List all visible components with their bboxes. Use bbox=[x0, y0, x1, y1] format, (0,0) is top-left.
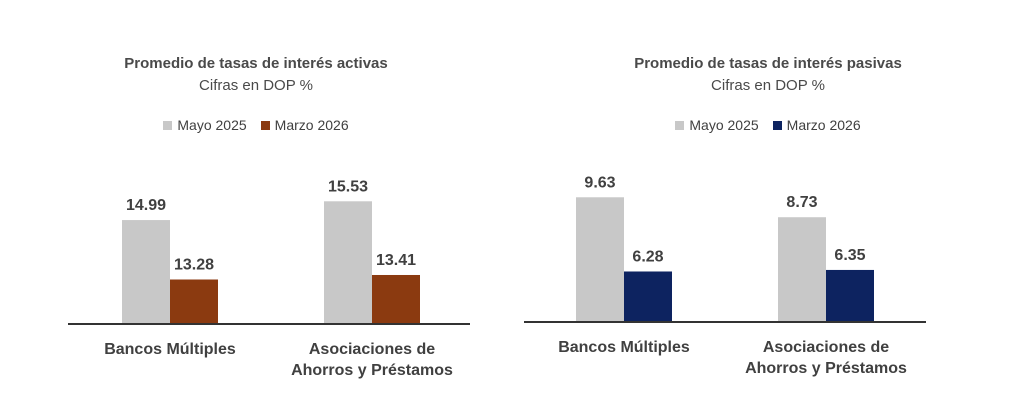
data-label: 13.41 bbox=[376, 252, 416, 269]
bar-marzo-0 bbox=[170, 279, 218, 324]
bar-marzo-1 bbox=[826, 269, 874, 322]
chart-title: Promedio de tasas de interés pasivas bbox=[634, 55, 902, 72]
bar-marzo-1 bbox=[372, 274, 420, 324]
bar-mayo-0 bbox=[122, 220, 170, 324]
data-label: 6.35 bbox=[834, 247, 865, 264]
bar-mayo-1 bbox=[324, 201, 372, 324]
chart-legend: Mayo 2025 Marzo 2026 bbox=[512, 117, 1024, 133]
category-label: Bancos Múltiples bbox=[104, 341, 236, 358]
legend-item-marzo: Marzo 2026 bbox=[772, 117, 861, 133]
chart-subtitle: Cifras en DOP % bbox=[711, 77, 825, 94]
bar-mayo-0 bbox=[576, 197, 624, 322]
legend-item-mayo: Mayo 2025 bbox=[675, 117, 759, 133]
bar-mayo-1 bbox=[778, 217, 826, 322]
category-label: Asociaciones de Ahorros y Préstamos bbox=[745, 339, 907, 377]
legend-label-mayo: Mayo 2025 bbox=[177, 117, 247, 133]
data-label: 6.28 bbox=[632, 248, 663, 265]
legend-swatch-mayo bbox=[675, 120, 685, 130]
legend-swatch-mayo bbox=[163, 120, 173, 130]
bar-marzo-0 bbox=[624, 271, 672, 322]
chart-activas: Promedio de tasas de interés activas Cif… bbox=[0, 55, 512, 379]
plot-area-pasivas: 9.63 6.28 Bancos Múltiples 8.73 6.35 Asociaci… bbox=[524, 174, 926, 377]
legend-label-marzo: Marzo 2026 bbox=[786, 117, 861, 133]
chart-pasivas: Promedio de tasas de interés pasivas Cif… bbox=[512, 0, 1024, 406]
chart-title: Promedio de tasas de interés activas bbox=[124, 55, 388, 72]
data-label: 15.53 bbox=[328, 178, 368, 195]
legend-swatch-marzo bbox=[772, 120, 782, 130]
legend-item-mayo: Mayo 2025 bbox=[163, 117, 247, 133]
data-label: 9.63 bbox=[584, 174, 615, 191]
data-label: 8.73 bbox=[786, 194, 817, 211]
data-label: 13.28 bbox=[174, 257, 214, 274]
category-label: Asociaciones de Ahorros y Préstamos bbox=[291, 341, 453, 379]
legend-item-marzo: Marzo 2026 bbox=[260, 117, 349, 133]
chart-legend: Mayo 2025 Marzo 2026 bbox=[0, 117, 512, 133]
legend-label-mayo: Mayo 2025 bbox=[689, 117, 759, 133]
data-label: 14.99 bbox=[126, 197, 166, 214]
legend-swatch-marzo bbox=[260, 120, 270, 130]
chart-subtitle: Cifras en DOP % bbox=[199, 77, 313, 94]
plot-area-activas: 14.99 13.28 Bancos Múltiples 15.53 13.41 Asoc… bbox=[68, 178, 470, 379]
category-label: Bancos Múltiples bbox=[558, 339, 690, 356]
legend-label-marzo: Marzo 2026 bbox=[274, 117, 349, 133]
